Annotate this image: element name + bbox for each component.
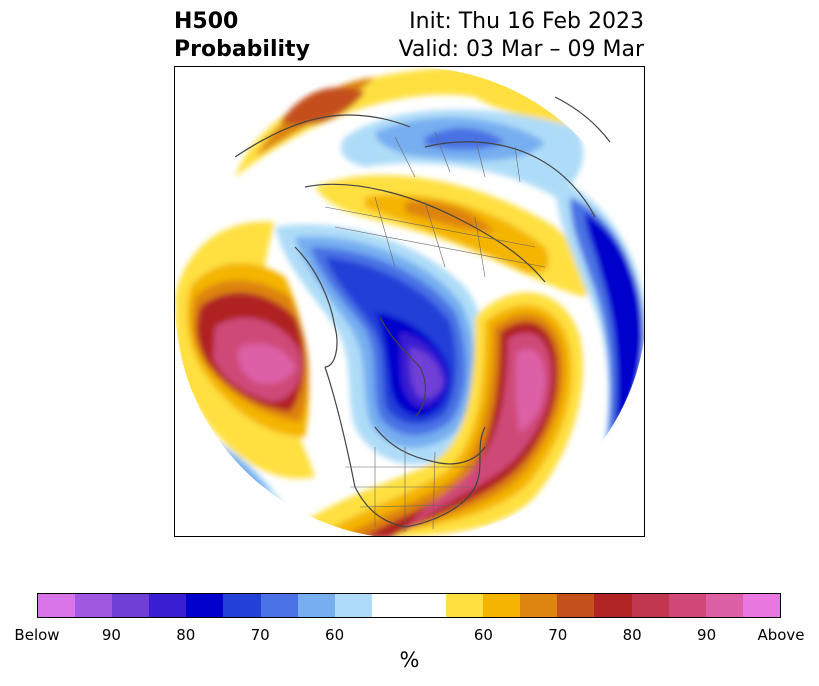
title-line-1: H500 <box>174 9 239 34</box>
colorbar-cell <box>668 594 706 617</box>
valid-range: Valid: 03 Mar – 09 Mar <box>398 37 644 62</box>
colorbar-cell <box>371 594 409 617</box>
colorbar-tick-label: 70 <box>250 626 270 644</box>
colorbar-cell <box>705 594 743 617</box>
colorbar-cell <box>631 594 669 617</box>
colorbar-cell <box>186 594 224 617</box>
map-title: H500 Probability <box>174 8 310 64</box>
colorbar-cell <box>334 594 372 617</box>
colorbar-tick-label: 80 <box>622 626 642 644</box>
colorbar-tick-labels: Below 90 80 70 60 60 70 80 90 Above <box>0 626 819 646</box>
globe-disk <box>175 67 644 536</box>
polar-projection-map <box>175 67 644 536</box>
colorbar-cell <box>38 594 76 617</box>
colorbar-cell <box>297 594 335 617</box>
title-line-2: Probability <box>174 37 310 62</box>
political-borders <box>324 131 546 532</box>
colorbar-cell <box>520 594 558 617</box>
colorbar-tick-label: Below <box>14 626 60 644</box>
colorbar-tick-label: 60 <box>473 626 493 644</box>
colorbar-cell <box>483 594 521 617</box>
colorbar-cell <box>557 594 595 617</box>
probability-colorbar <box>37 593 781 618</box>
colorbar-cell <box>112 594 150 617</box>
probability-map <box>174 66 645 537</box>
colorbar-tick-label: 80 <box>176 626 196 644</box>
colorbar-cell <box>149 594 187 617</box>
colorbar-cell <box>260 594 298 617</box>
colorbar-tick-label: 90 <box>101 626 121 644</box>
colorbar-cell <box>594 594 632 617</box>
colorbar-cell <box>446 594 484 617</box>
colorbar-cell <box>223 594 261 617</box>
colorbar-unit: % <box>399 648 420 672</box>
colorbar-cell <box>75 594 113 617</box>
colorbar-cell <box>408 594 447 617</box>
forecast-dates: Init: Thu 16 Feb 2023 Valid: 03 Mar – 09… <box>399 8 644 64</box>
colorbar-cell <box>742 594 780 617</box>
colorbar-tick-label: 60 <box>325 626 345 644</box>
colorbar-tick-label: 70 <box>548 626 568 644</box>
init-date: Init: Thu 16 Feb 2023 <box>409 9 644 34</box>
colorbar-tick-label: 90 <box>697 626 717 644</box>
colorbar-tick-label: Above <box>757 626 805 644</box>
